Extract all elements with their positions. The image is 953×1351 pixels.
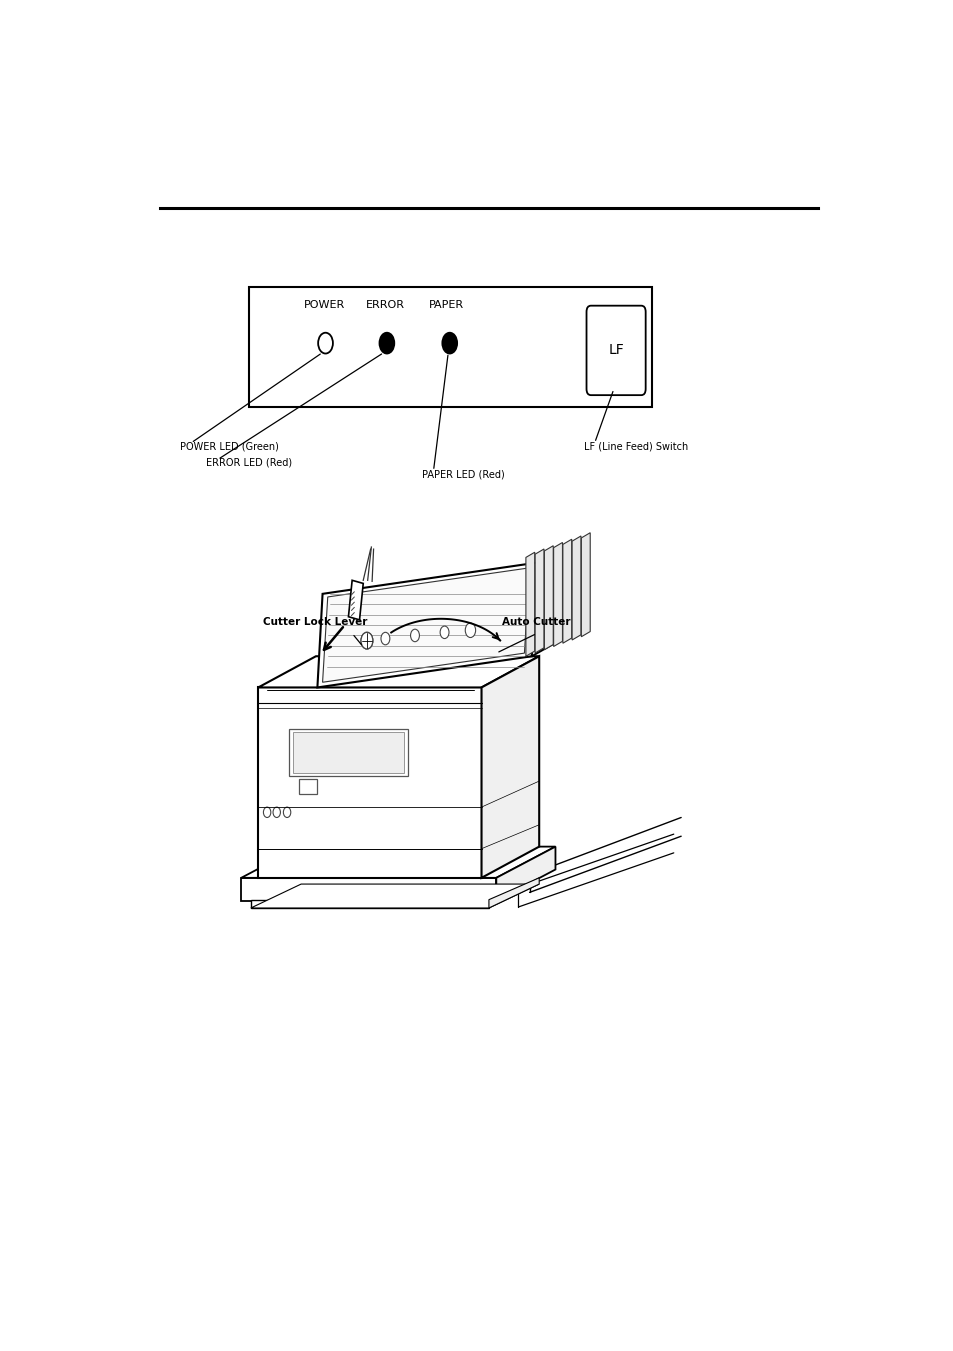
Polygon shape — [241, 878, 496, 901]
Polygon shape — [322, 567, 529, 682]
Polygon shape — [488, 878, 538, 908]
FancyBboxPatch shape — [586, 305, 645, 394]
Circle shape — [380, 632, 390, 644]
Circle shape — [379, 332, 394, 354]
Circle shape — [273, 807, 280, 817]
Circle shape — [360, 632, 373, 648]
Circle shape — [263, 807, 271, 817]
Text: Cutter Lock Lever: Cutter Lock Lever — [263, 617, 368, 627]
Circle shape — [317, 332, 333, 354]
Polygon shape — [289, 730, 407, 775]
Polygon shape — [258, 657, 538, 688]
Polygon shape — [572, 536, 580, 640]
Polygon shape — [298, 780, 317, 793]
Polygon shape — [348, 581, 363, 620]
Circle shape — [283, 807, 291, 817]
Polygon shape — [496, 847, 555, 901]
Polygon shape — [535, 549, 543, 653]
Circle shape — [410, 630, 419, 642]
Polygon shape — [251, 884, 538, 908]
Polygon shape — [525, 553, 535, 657]
Text: PAPER LED (Red): PAPER LED (Red) — [422, 469, 504, 480]
Polygon shape — [544, 546, 553, 650]
Circle shape — [442, 332, 456, 354]
Polygon shape — [562, 539, 571, 643]
Polygon shape — [580, 532, 590, 636]
Text: Auto Cutter: Auto Cutter — [501, 617, 570, 627]
Polygon shape — [317, 562, 537, 688]
Polygon shape — [293, 732, 403, 773]
FancyBboxPatch shape — [249, 286, 651, 407]
Text: LF: LF — [608, 343, 623, 358]
Polygon shape — [258, 688, 481, 878]
Text: POWER LED (Green): POWER LED (Green) — [180, 442, 278, 451]
Text: LF (Line Feed) Switch: LF (Line Feed) Switch — [583, 442, 687, 451]
Text: ERROR: ERROR — [366, 300, 404, 309]
Polygon shape — [481, 657, 538, 878]
Circle shape — [360, 632, 373, 648]
Polygon shape — [553, 543, 562, 647]
Polygon shape — [531, 549, 560, 657]
Polygon shape — [241, 847, 555, 878]
Text: POWER: POWER — [304, 300, 345, 309]
Text: ERROR LED (Red): ERROR LED (Red) — [206, 458, 293, 467]
Text: PAPER: PAPER — [429, 300, 464, 309]
Circle shape — [465, 623, 476, 638]
Polygon shape — [251, 900, 488, 908]
Circle shape — [439, 626, 449, 639]
